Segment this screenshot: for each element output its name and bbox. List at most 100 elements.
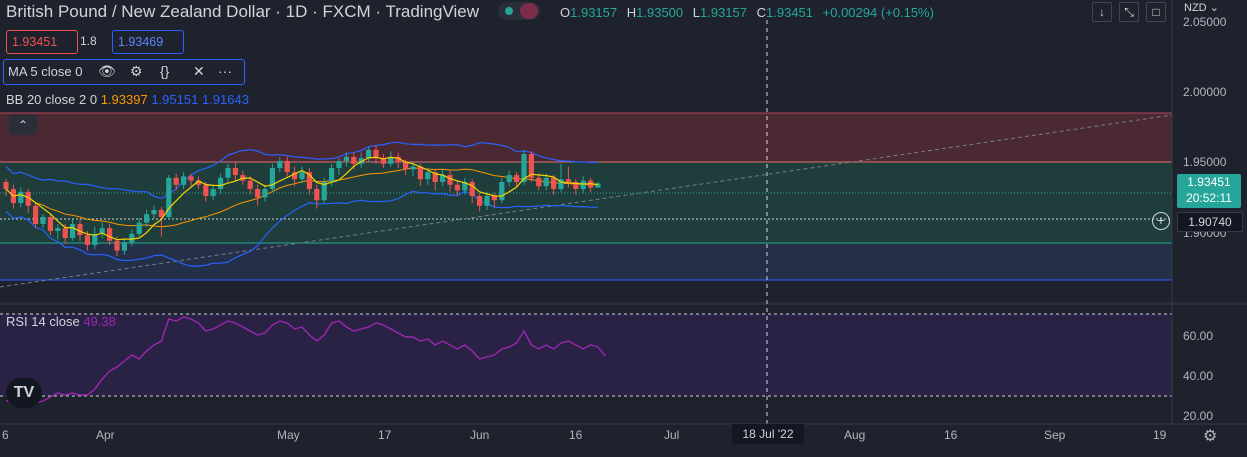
candle-body	[343, 156, 349, 161]
ma-legend[interactable]: MA 5 close 0 👁 ⚙ {} ✕ ···	[3, 59, 245, 85]
settings-icon[interactable]: ⚙	[130, 63, 143, 79]
crosshair-date-label: 18 Jul '22	[732, 424, 804, 444]
currency-selector[interactable]: NZD ⌄	[1184, 2, 1219, 14]
resistance-zone	[0, 113, 1172, 162]
eye-icon[interactable]: 👁	[98, 63, 116, 79]
candle-body	[491, 196, 497, 201]
time-tick: 6	[2, 428, 9, 442]
candle-body	[477, 196, 483, 206]
bb-label: BB 20 close 2 0	[6, 92, 98, 107]
candle-body	[306, 172, 312, 189]
add-alert-icon[interactable]: +	[1152, 212, 1170, 230]
close-label: C	[756, 5, 767, 20]
candle-body	[558, 179, 564, 189]
candle-body	[469, 182, 475, 196]
candle-body	[314, 189, 320, 201]
candle-body	[454, 184, 460, 191]
candle-body	[33, 205, 39, 224]
ohlc-legend: O1.93157 H1.93500 L1.93157 C1.93451 +0.0…	[560, 5, 940, 20]
candle-body	[580, 180, 586, 189]
candle-body	[232, 168, 238, 175]
candle-body	[506, 175, 512, 182]
price-tick: 2.05000	[1183, 15, 1227, 29]
open-label: O	[560, 5, 571, 20]
candle-body	[18, 191, 24, 203]
candle-body	[565, 179, 571, 182]
flag-icon[interactable]	[520, 3, 538, 19]
candle-body	[484, 196, 490, 206]
candle-body	[255, 189, 261, 198]
open-value: 1.93157	[570, 5, 618, 20]
pane-separator[interactable]	[0, 302, 1247, 305]
candle-body	[262, 189, 268, 198]
candle-body	[403, 162, 409, 170]
candle-body	[462, 182, 468, 191]
candle-body	[107, 228, 113, 241]
candle-body	[417, 166, 423, 180]
candle-body	[62, 228, 68, 238]
buy-button[interactable]: 1.93469	[112, 30, 184, 54]
candle-body	[410, 166, 416, 170]
low-value: 1.93157	[700, 5, 747, 20]
candle-body	[543, 177, 549, 187]
close-icon[interactable]: ✕	[193, 63, 205, 79]
candle-body	[47, 217, 53, 231]
candle-body	[181, 176, 187, 185]
candle-body	[129, 233, 135, 243]
candle-body	[166, 177, 172, 217]
candle-body	[425, 172, 431, 180]
candle-body	[144, 214, 150, 223]
sell-button[interactable]: 1.93451	[6, 30, 78, 54]
trend-line	[0, 114, 1173, 288]
symbol-title[interactable]: British Pound / New Zealand Dollar · 1D …	[6, 2, 480, 21]
candle-body	[432, 172, 438, 182]
candle-body	[210, 189, 216, 196]
more-icon[interactable]: ···	[218, 63, 232, 79]
currency-label: NZD	[1184, 2, 1207, 14]
candle-body	[366, 149, 372, 159]
candle-body	[173, 177, 179, 185]
rsi-band	[0, 314, 1172, 396]
candle-body	[277, 161, 283, 168]
candle-body	[188, 176, 194, 181]
ma-line	[5, 156, 599, 241]
candle-body	[388, 156, 394, 164]
rsi-legend[interactable]: RSI 14 close 49.38	[6, 314, 116, 329]
candle-body	[573, 182, 579, 189]
candle-body	[195, 180, 201, 185]
tradingview-logo[interactable]: TV	[6, 378, 42, 408]
high-label: H	[626, 5, 637, 20]
arrow-down-icon[interactable]: ↓	[1092, 2, 1112, 22]
candle-body	[536, 177, 542, 187]
candle-body	[521, 154, 527, 182]
candle-body	[99, 228, 105, 234]
settings-gear-icon[interactable]: ⚙	[1203, 428, 1218, 445]
bb-legend[interactable]: BB 20 close 2 0 1.93397 1.95151 1.91643	[6, 92, 249, 107]
mid-zone	[0, 162, 1172, 244]
spread-value: 1.8	[80, 34, 97, 48]
rsi-tick: 60.00	[1183, 329, 1214, 343]
candle-body	[203, 184, 209, 196]
bb-upper-band	[5, 141, 599, 200]
source-code-icon[interactable]: {}	[160, 63, 170, 79]
time-tick: Jul	[664, 428, 680, 442]
bb-basis-value: 1.93397	[100, 92, 148, 107]
candle-body	[299, 172, 305, 180]
lower-zone	[0, 244, 1172, 280]
candle-body	[380, 158, 386, 164]
candle-body	[3, 182, 9, 189]
candle-body	[25, 191, 31, 206]
time-tick: May	[277, 428, 300, 442]
collapse-icon[interactable]: ⤡	[1119, 2, 1139, 22]
high-value: 1.93500	[636, 5, 684, 20]
market-open-dot	[505, 7, 513, 15]
rsi-line	[6, 316, 606, 404]
collapse-legend-button[interactable]: ⌃	[9, 115, 37, 135]
maximize-icon[interactable]: □	[1146, 2, 1166, 22]
low-label: L	[692, 5, 700, 20]
candle-body	[321, 182, 327, 201]
time-tick: 19	[1153, 428, 1167, 442]
candle-body	[151, 210, 157, 215]
